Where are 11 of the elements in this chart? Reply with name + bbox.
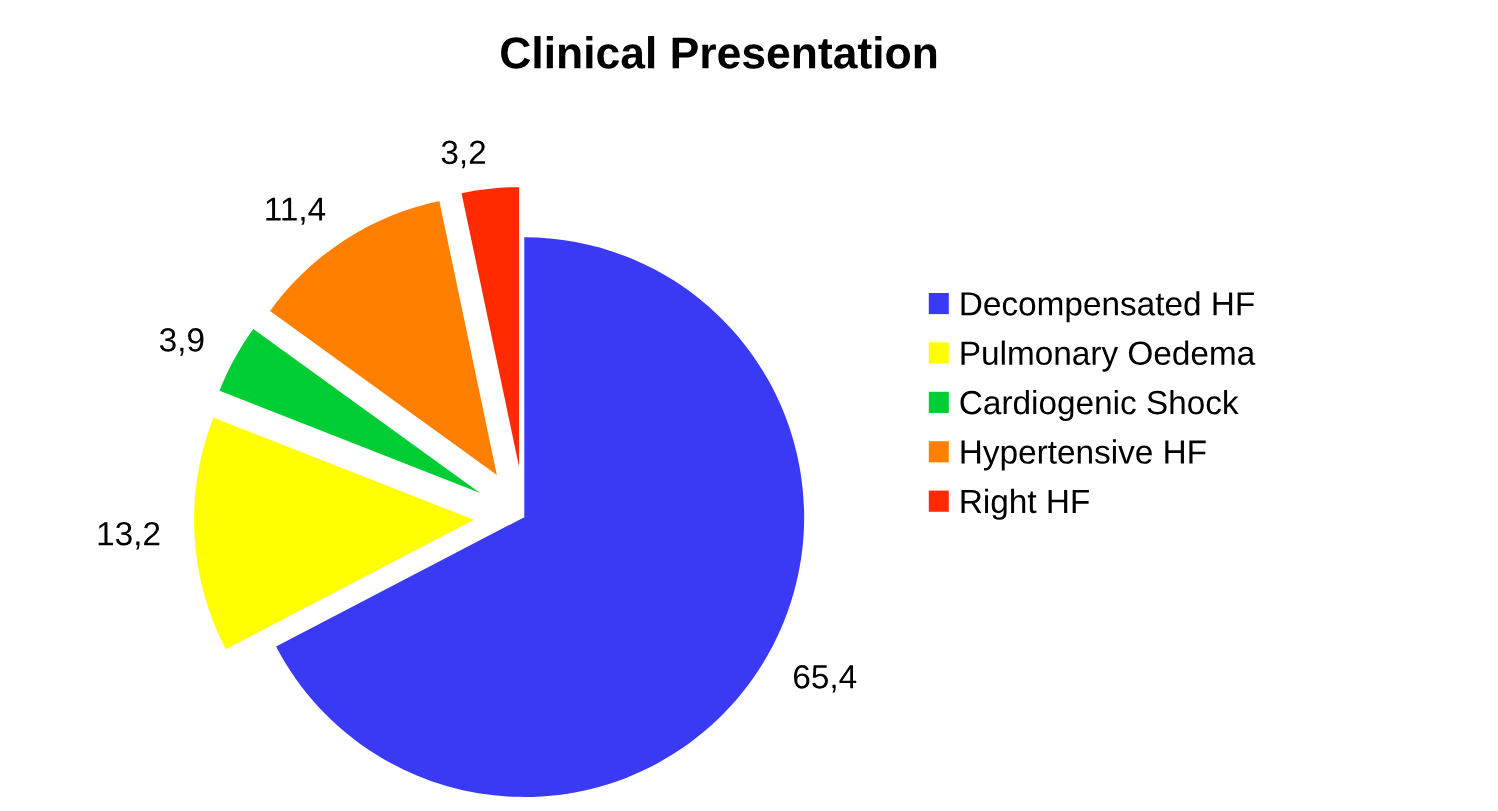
data-label: 3,9 [159,328,204,356]
legend-label: Cardiogenic Shock [960,389,1239,422]
data-label: 11,4 [266,197,326,225]
data-label: 3,2 [441,140,486,169]
legend-label: Right HF [961,488,1089,520]
data-label: 65,4 [794,665,857,693]
legend-label: Pulmonary Oedema [961,340,1256,372]
chart-title: Clinical Presentation [501,36,937,69]
legend-label: Decompensated HF [961,291,1254,323]
legend-label: Hypertensive HF [961,439,1206,471]
data-label: 13,2 [98,521,160,550]
